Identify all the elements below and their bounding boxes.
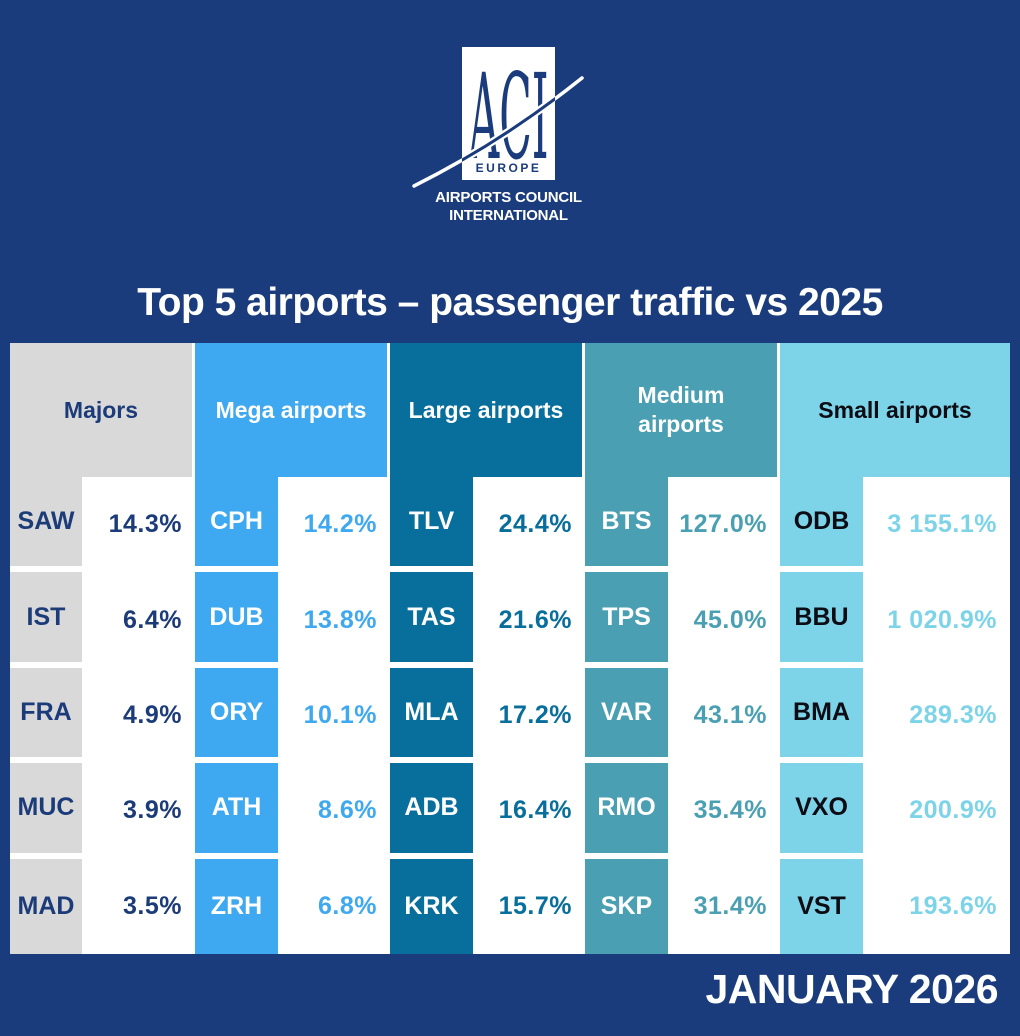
airport-code-cell: CPH [195, 477, 278, 573]
airport-code-cell: BMA [780, 667, 863, 764]
airport-code-cell: TLV [390, 477, 473, 573]
category-header-large: Large airports [390, 343, 585, 477]
traffic-value-cell: 1 020.9% [863, 572, 1010, 668]
traffic-value-cell: 16.4% [473, 763, 585, 859]
airport-code-cell: BBU [780, 572, 863, 668]
traffic-value-cell: 8.6% [278, 763, 390, 859]
airport-code-cell: ADB [390, 763, 473, 859]
airport-code-cell: ZRH [195, 858, 278, 954]
airport-code-cell: SAW [10, 477, 82, 573]
category-header-mega: Mega airports [195, 343, 390, 477]
traffic-value-cell: 31.4% [668, 858, 780, 954]
traffic-value-cell: 14.3% [82, 477, 195, 573]
airport-code-cell: MAD [10, 858, 82, 954]
traffic-value-cell: 3 155.1% [863, 477, 1010, 573]
traffic-value-cell: 35.4% [668, 763, 780, 859]
airport-code-cell: VAR [585, 667, 668, 764]
category-header-majors: Majors [10, 343, 195, 477]
traffic-value-cell: 289.3% [863, 667, 1010, 764]
page-title: Top 5 airports – passenger traffic vs 20… [137, 281, 883, 324]
traffic-value-cell: 3.5% [82, 858, 195, 954]
airport-code-cell: FRA [10, 667, 82, 764]
traffic-value-cell: 6.4% [82, 572, 195, 668]
traffic-value-cell: 13.8% [278, 572, 390, 668]
traffic-value-cell: 4.9% [82, 667, 195, 764]
airport-code-cell: MUC [10, 763, 82, 859]
airport-code-cell: VST [780, 858, 863, 954]
traffic-value-cell: 6.8% [278, 858, 390, 954]
airport-code-cell: MLA [390, 667, 473, 764]
category-header-small: Small airports [780, 343, 1010, 477]
traffic-value-cell: 43.1% [668, 667, 780, 764]
traffic-value-cell: 200.9% [863, 763, 1010, 859]
logo-org-line2: INTERNATIONAL [449, 207, 568, 224]
airport-code-cell: IST [10, 572, 82, 668]
traffic-value-cell: 17.2% [473, 667, 585, 764]
airport-code-cell: TAS [390, 572, 473, 668]
traffic-value-cell: 45.0% [668, 572, 780, 668]
traffic-value-cell: 21.6% [473, 572, 585, 668]
aci-europe-logo: ACI EUROPE AIRPORTS COUNCIL INTERNATIONA… [412, 47, 584, 224]
period-label: JANUARY 2026 [705, 966, 998, 1012]
airport-code-cell: ATH [195, 763, 278, 859]
airport-code-cell: SKP [585, 858, 668, 954]
airport-code-cell: KRK [390, 858, 473, 954]
traffic-value-cell: 10.1% [278, 667, 390, 764]
traffic-value-cell: 15.7% [473, 858, 585, 954]
logo-swoosh-core [462, 96, 555, 162]
logo-org-line1: AIRPORTS COUNCIL [435, 189, 582, 206]
traffic-value-cell: 127.0% [668, 477, 780, 573]
airport-code-cell: ORY [195, 667, 278, 764]
airport-code-cell: TPS [585, 572, 668, 668]
traffic-value-cell: 193.6% [863, 858, 1010, 954]
traffic-value-cell: 24.4% [473, 477, 585, 573]
airport-code-cell: VXO [780, 763, 863, 859]
logo-region-label: EUROPE [476, 161, 542, 175]
airport-code-cell: ODB [780, 477, 863, 573]
airport-code-cell: DUB [195, 572, 278, 668]
category-header-medium: Medium airports [585, 343, 780, 477]
traffic-value-cell: 14.2% [278, 477, 390, 573]
airport-code-cell: BTS [585, 477, 668, 573]
airport-code-cell: RMO [585, 763, 668, 859]
traffic-value-cell: 3.9% [82, 763, 195, 859]
traffic-table: Majors Mega airports Large airports Medi… [10, 343, 1010, 954]
